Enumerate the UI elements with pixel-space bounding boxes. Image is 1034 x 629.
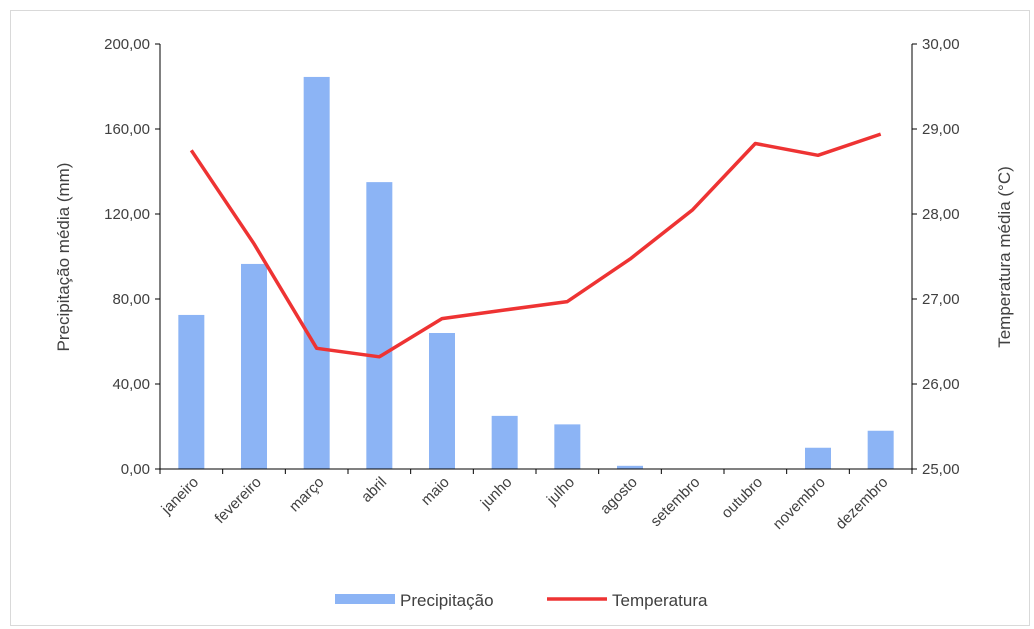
x-tick-label: março [286, 474, 327, 515]
bar-dezembro [867, 430, 894, 469]
bar-junho [491, 415, 518, 469]
bar-fevereiro [241, 263, 267, 469]
x-tick-label: junho [477, 474, 516, 513]
right-tick-label: 29,00 [922, 121, 960, 138]
bar-janeiro [178, 314, 205, 469]
left-tick-label: 160,00 [104, 121, 150, 138]
bar-novembro [805, 447, 831, 469]
axes [155, 43, 917, 474]
x-tick-label: maio [418, 474, 453, 509]
x-tick-label: julho [543, 474, 578, 509]
temperature-line-group [189, 132, 882, 359]
x-tick-label: abril [358, 474, 390, 506]
temperature-line [189, 132, 882, 359]
tick-labels: 0,00 40,00 80,00 120,00 160,00 200,00 25,00 26,… [104, 36, 959, 533]
left-tick-label: 0,00 [121, 461, 150, 478]
right-tick-label: 25,00 [922, 461, 960, 478]
right-axis-title: Temperatura média (°C) [995, 166, 1014, 348]
right-tick-label: 26,00 [922, 376, 960, 393]
bar-julho [554, 424, 581, 469]
x-tick-label: setembro [647, 474, 703, 530]
x-tick-label: janeiro [158, 474, 203, 519]
right-tick-label: 28,00 [922, 206, 960, 223]
precipitation-bars [178, 76, 894, 469]
right-tick-label: 30,00 [922, 36, 960, 53]
legend-swatch-precipitation [335, 594, 395, 604]
bar-março [303, 76, 330, 469]
x-tick-label: novembro [770, 474, 829, 533]
left-tick-label: 80,00 [112, 291, 150, 308]
left-tick-label: 200,00 [104, 36, 150, 53]
bar-maio [429, 333, 455, 469]
bar-agosto [617, 465, 643, 469]
x-tick-label: fevereiro [212, 474, 265, 527]
legend: Precipitação Temperatura [335, 591, 708, 610]
bar-abril [366, 182, 393, 469]
left-axis-title: Precipitação média (mm) [54, 163, 73, 352]
x-tick-label: outubro [718, 474, 766, 522]
legend-label-temperature: Temperatura [612, 591, 708, 610]
left-tick-label: 40,00 [112, 376, 150, 393]
legend-label-precipitation: Precipitação [400, 591, 494, 610]
right-tick-label: 27,00 [922, 291, 960, 308]
x-tick-label: dezembro [832, 474, 891, 533]
x-tick-label: agosto [597, 474, 641, 518]
left-tick-label: 120,00 [104, 206, 150, 223]
